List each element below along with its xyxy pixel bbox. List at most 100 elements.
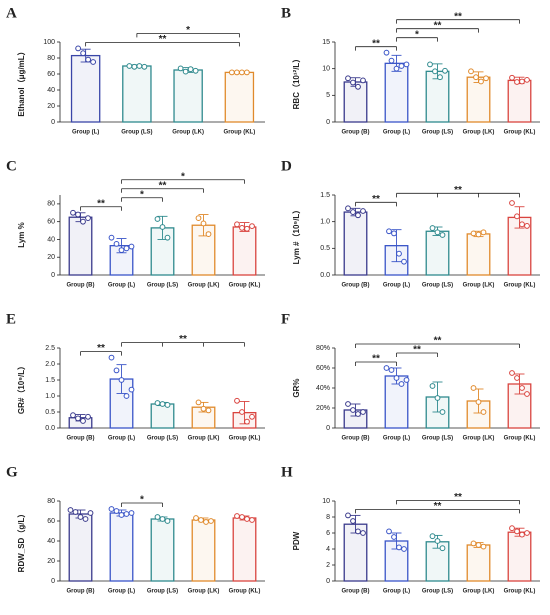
- data-point: [434, 395, 441, 401]
- significance-label: **: [372, 38, 380, 49]
- data-point: [383, 49, 390, 56]
- data-point: [238, 69, 245, 76]
- data-point: [345, 512, 351, 519]
- data-point: [514, 79, 520, 85]
- bar: [507, 531, 532, 582]
- data-point: [193, 515, 199, 521]
- data-point: [177, 65, 184, 72]
- y-tick-label: 60%: [316, 365, 330, 372]
- bar: [466, 76, 491, 123]
- data-point: [128, 243, 135, 250]
- y-tick-label: 4: [326, 546, 330, 553]
- bar: [343, 211, 368, 276]
- data-point: [192, 67, 199, 74]
- y-axis-label: RBC（10¹²/L）: [291, 55, 301, 110]
- data-point: [141, 63, 148, 70]
- data-point: [360, 530, 366, 536]
- data-point: [80, 418, 86, 424]
- data-point: [164, 402, 171, 408]
- data-point: [80, 50, 87, 57]
- data-point: [108, 506, 115, 512]
- data-point: [85, 56, 92, 63]
- x-tick-label: Group (LS): [147, 436, 178, 442]
- data-point: [470, 230, 477, 237]
- y-tick-label: 2: [326, 562, 330, 569]
- data-point: [470, 385, 477, 391]
- significance-label: **: [159, 34, 167, 45]
- x-tick-label: Group (KL): [504, 436, 536, 442]
- y-tick-label: 40: [47, 538, 55, 545]
- data-point: [118, 377, 125, 383]
- data-point: [434, 229, 441, 236]
- significance-label: **: [97, 343, 105, 354]
- data-point: [509, 525, 515, 532]
- data-point: [514, 213, 520, 220]
- data-point: [200, 405, 207, 412]
- data-point: [113, 508, 120, 514]
- data-point: [128, 510, 135, 516]
- x-tick-label: Group (KL): [229, 589, 261, 595]
- x-tick-label: Group (LS): [147, 283, 178, 289]
- data-point: [403, 61, 410, 68]
- bar: [466, 544, 491, 582]
- bar: [68, 513, 93, 582]
- data-point: [383, 365, 390, 371]
- y-tick-label: 40: [47, 87, 55, 94]
- x-tick-label: Group (LS): [422, 283, 453, 289]
- panel-label: E: [6, 311, 16, 327]
- y-axis-label: GR#（10⁹/L）: [16, 362, 26, 414]
- data-point: [355, 411, 361, 417]
- data-point: [519, 385, 525, 391]
- data-point: [432, 68, 438, 75]
- x-tick-label: Group (KL): [229, 283, 261, 289]
- y-tick-label: 60: [47, 518, 55, 525]
- y-tick-label: 1.0: [320, 219, 330, 226]
- data-point: [350, 407, 356, 413]
- data-point: [228, 69, 235, 76]
- data-point: [480, 229, 487, 236]
- y-axis-label: GR%: [292, 378, 301, 397]
- x-tick-label: Group (KL): [229, 436, 261, 442]
- significance-label: **: [413, 345, 421, 356]
- data-point: [509, 74, 515, 81]
- bar: [384, 62, 409, 123]
- y-tick-label: 100: [43, 39, 55, 46]
- x-tick-label: Group (LS): [422, 589, 453, 595]
- data-point: [239, 514, 245, 520]
- y-tick-label: 10: [322, 498, 330, 505]
- data-point: [131, 63, 138, 70]
- x-tick-label: Group (LK): [463, 436, 495, 442]
- panel-label: H: [281, 464, 293, 480]
- y-tick-label: 20: [47, 103, 55, 110]
- data-point: [159, 516, 166, 522]
- data-point: [154, 514, 161, 520]
- data-point: [198, 517, 204, 523]
- panel-label: G: [6, 464, 18, 480]
- data-point: [350, 79, 356, 86]
- data-point: [355, 83, 361, 90]
- data-point: [233, 69, 240, 76]
- y-axis-label: Lym #（10⁹/L）: [291, 206, 301, 265]
- significance-label: **: [97, 198, 105, 209]
- y-tick-label: 80: [47, 201, 55, 208]
- y-tick-label: 5: [326, 92, 330, 99]
- data-point: [393, 65, 400, 72]
- data-point: [475, 231, 482, 238]
- data-point: [244, 418, 250, 425]
- data-point: [439, 545, 446, 552]
- y-axis-label: RDW_SD（g/L）: [16, 510, 26, 573]
- data-point: [524, 391, 530, 397]
- x-tick-label: Group (B): [342, 283, 370, 289]
- data-point: [203, 519, 209, 525]
- data-point: [118, 247, 125, 254]
- y-tick-label: 0: [51, 272, 55, 279]
- data-point: [439, 409, 446, 415]
- significance-label: *: [415, 29, 419, 40]
- data-point: [80, 218, 86, 225]
- data-point: [391, 230, 397, 237]
- data-point: [524, 223, 530, 229]
- x-tick-label: Group (L): [108, 589, 135, 595]
- data-point: [244, 225, 250, 232]
- bar: [150, 518, 175, 582]
